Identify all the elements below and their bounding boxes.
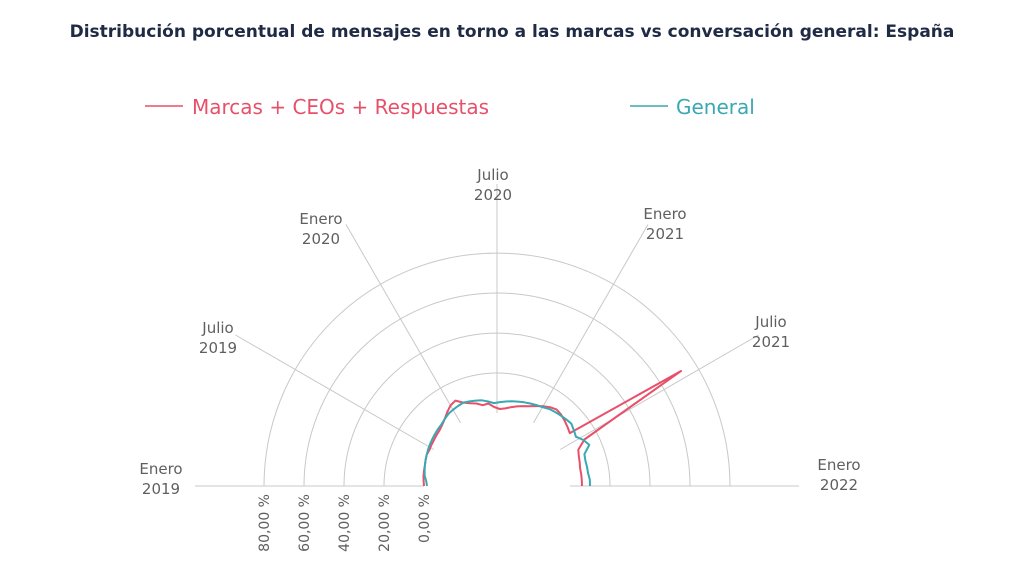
series-lines — [422, 370, 682, 487]
chart-title: Distribución porcentual de mensajes en t… — [69, 22, 955, 42]
radar-spokes — [195, 184, 799, 487]
legend: Marcas + CEOs + Respuestas General — [145, 95, 755, 119]
spoke-line — [559, 334, 759, 450]
spoke-line — [533, 224, 649, 424]
angular-axis-labels: Enero 2019 Julio 2019 Enero 2020 Julio 2020 Ener… — [139, 166, 860, 498]
angular-label-line1: Julio — [476, 166, 508, 184]
angular-label-line2: 2020 — [474, 186, 512, 204]
series-line-general — [423, 399, 591, 487]
radial-tick-label: 60,00 % — [297, 494, 313, 552]
spoke-line — [235, 334, 435, 450]
angular-label-line1: Julio — [754, 313, 786, 331]
radial-tick-label: 40,00 % — [337, 494, 353, 552]
radial-tick-label: 20,00 % — [377, 494, 393, 552]
angular-label-line1: Enero — [643, 205, 686, 223]
radial-tick-labels: 0,00 % 20,00 % 40,00 % 60,00 % 80,00 % — [257, 494, 433, 552]
angular-label-line2: 2021 — [646, 225, 684, 243]
legend-label-general: General — [676, 95, 755, 119]
angular-label-line2: 2019 — [142, 480, 180, 498]
legend-label-marcas: Marcas + CEOs + Respuestas — [192, 95, 489, 119]
angular-label-line1: Enero — [299, 210, 342, 228]
angular-label-line1: Julio — [201, 319, 233, 337]
angular-label-line2: 2022 — [820, 476, 858, 494]
angular-label-line2: 2019 — [199, 339, 237, 357]
angular-label-line2: 2020 — [302, 230, 340, 248]
spoke-line — [345, 224, 461, 424]
angular-label-line2: 2021 — [752, 333, 790, 351]
angular-label-line1: Enero — [139, 460, 182, 478]
series-line-marcas — [422, 370, 682, 487]
angular-label-line1: Enero — [817, 456, 860, 474]
radial-tick-label: 0,00 % — [417, 494, 433, 543]
radial-tick-label: 80,00 % — [257, 494, 273, 552]
